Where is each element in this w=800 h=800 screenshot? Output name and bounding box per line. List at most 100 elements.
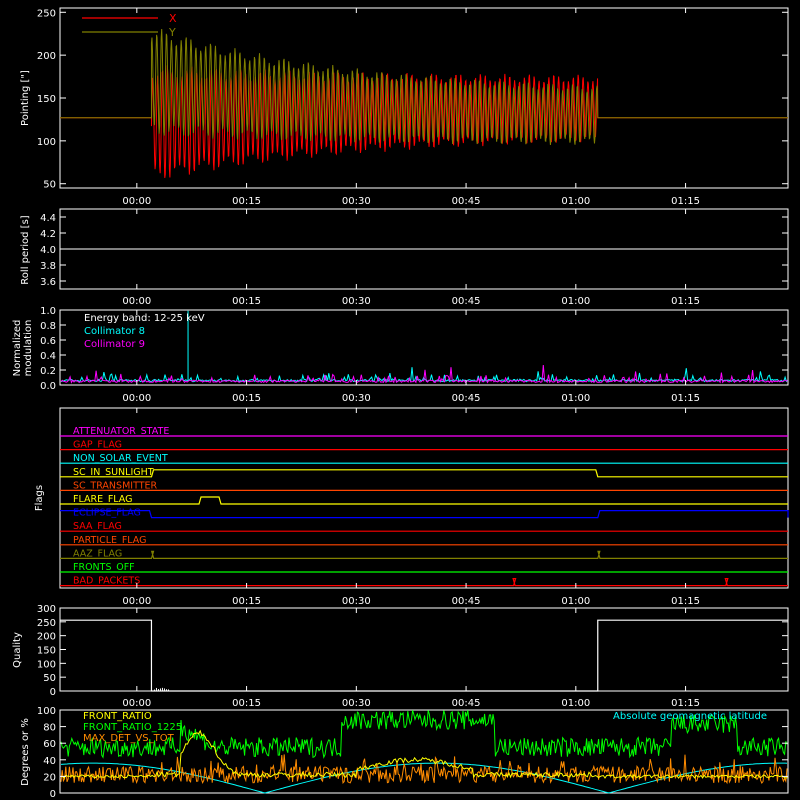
y-tick-label: 0 — [50, 687, 56, 698]
x-tick-label: 00:15 — [232, 393, 261, 404]
y-tick-label: 4.4 — [40, 213, 56, 224]
x-tick-label: 00:00 — [122, 296, 151, 307]
y-tick-label: 0.0 — [40, 381, 56, 392]
y-tick-label: 4.0 — [40, 245, 56, 256]
flag-label-gap-flag: GAP_FLAG — [73, 440, 122, 451]
x-tick-label: 01:00 — [561, 196, 590, 207]
x-tick-label: 00:00 — [122, 596, 151, 607]
flag-label-non-solar-event: NON_SOLAR_EVENT — [73, 453, 168, 464]
x-tick-label: 01:15 — [671, 296, 700, 307]
degrees-series-front-ratio — [60, 729, 788, 779]
x-tick-label: 00:15 — [232, 296, 261, 307]
y-tick-label: 200 — [37, 51, 56, 62]
degrees-yticks: 100 80 60 40 20 0 — [37, 706, 788, 800]
quality-marks — [60, 619, 788, 692]
quality-yticks: 300 250 200 150 100 50 0 — [37, 604, 788, 698]
x-tick-label: 00:30 — [342, 698, 371, 709]
degrees-series-max-det — [60, 754, 788, 785]
x-tick-label: 00:45 — [452, 393, 481, 404]
flag-line-eclipse-flag — [60, 510, 789, 519]
pointing-ylabel: Pointing ["] — [20, 70, 31, 126]
degrees-marks — [60, 710, 788, 794]
y-tick-label: 300 — [37, 604, 56, 615]
y-tick-label: 150 — [37, 646, 56, 657]
x-tick-label: 00:45 — [452, 596, 481, 607]
y-tick-label: 100 — [37, 659, 56, 670]
y-tick-label: 100 — [37, 137, 56, 148]
x-tick-label: 01:15 — [671, 698, 700, 709]
quality-ylabel: Quality — [12, 632, 23, 668]
x-tick-label: 00:45 — [452, 698, 481, 709]
x-tick-label: 00:45 — [452, 196, 481, 207]
roll-ylabel: Roll period [s] — [20, 215, 31, 284]
y-tick-label: 250 — [37, 8, 56, 19]
x-tick-label: 01:15 — [671, 196, 700, 207]
flags-frame — [59, 407, 789, 589]
x-tick-label: 00:15 — [232, 596, 261, 607]
panel-flags: ATTENUATOR_STATE GAP_FLAG NON_SOLAR_EVENT S… — [34, 407, 789, 607]
y-tick-label: 0.8 — [40, 321, 56, 332]
x-tick-label: 01:00 — [561, 596, 590, 607]
y-tick-label: 50 — [43, 673, 56, 684]
quality-line — [60, 619, 788, 692]
legend-x-label: X — [169, 12, 177, 25]
pointing-xticks: 00:00 00:15 00:30 00:45 01:00 01:15 — [122, 8, 700, 207]
panel-pointing: 250 200 150 100 50 00:00 00:15 00:30 00:45 01:00… — [20, 7, 789, 207]
flags-marks: ATTENUATOR_STATE GAP_FLAG NON_SOLAR_EVENT S… — [60, 426, 789, 587]
x-tick-label: 00:00 — [122, 393, 151, 404]
x-tick-label: 01:00 — [561, 393, 590, 404]
modulation-ylabel-line1: Normalized — [12, 320, 23, 377]
degrees-frame — [59, 709, 789, 794]
y-tick-label: 150 — [37, 94, 56, 105]
roll-yticks: 4.4 4.2 4.0 3.8 3.6 — [40, 213, 788, 288]
x-tick-label: 00:30 — [342, 393, 371, 404]
modulation-series-9 — [60, 364, 788, 385]
flag-label-flare-flag: FLARE_FLAG — [73, 494, 133, 505]
y-tick-label: 0.6 — [40, 336, 56, 347]
quality-xticks: 00:00 00:15 00:30 00:45 01:00 01:15 — [122, 608, 700, 709]
degrees-series-front-ratio-1225 — [60, 710, 788, 759]
panel-degrees: 100 80 60 40 20 0 Degrees or % FRONT_RATIO FR… — [20, 706, 789, 800]
x-tick-label: 01:00 — [561, 698, 590, 709]
y-tick-label: 50 — [43, 180, 56, 191]
modulation-energy-band: Energy band: 12-25 keV — [84, 313, 205, 324]
x-tick-label: 00:30 — [342, 196, 371, 207]
y-tick-label: 0.4 — [40, 351, 56, 362]
flag-label-sc-transmitter: SC_TRANSMITTER — [73, 480, 158, 491]
y-tick-label: 20 — [43, 772, 56, 783]
x-tick-label: 00:45 — [452, 296, 481, 307]
pointing-series-y — [60, 29, 788, 145]
y-tick-label: 1.0 — [40, 306, 56, 317]
degrees-ylabel: Degrees or % — [20, 718, 31, 786]
pointing-marks — [60, 29, 788, 178]
y-tick-label: 60 — [43, 739, 56, 750]
y-tick-label: 100 — [37, 706, 56, 717]
modulation-yticks: 1.0 0.8 0.6 0.4 0.2 0.0 — [40, 306, 788, 392]
legend-collimator-8: Collimator 8 — [84, 326, 145, 337]
x-tick-label: 00:30 — [342, 296, 371, 307]
flag-label-saa-flag: SAA_FLAG — [73, 521, 122, 532]
y-tick-label: 250 — [37, 618, 56, 629]
flag-label-bad-packets: BAD_PACKETS — [73, 576, 140, 587]
x-tick-label: 00:15 — [232, 196, 261, 207]
y-tick-label: 0 — [50, 789, 56, 800]
x-tick-label: 01:00 — [561, 296, 590, 307]
panel-roll-period: 4.4 4.2 4.0 3.8 3.6 00:00 00:15 00:30 00:45 01:0… — [20, 208, 789, 307]
y-tick-label: 0.2 — [40, 366, 56, 377]
flag-label-particle-flag: PARTICLE_FLAG — [73, 535, 146, 546]
flag-label-attenuator-state: ATTENUATOR_STATE — [73, 426, 169, 437]
y-tick-label: 40 — [43, 756, 56, 767]
x-tick-label: 01:15 — [671, 596, 700, 607]
legend-max-det-vs-tot: MAX_DET_VS_TOT — [83, 733, 175, 744]
flag-line-bad-packets — [60, 578, 788, 587]
panel-modulation: 1.0 0.8 0.6 0.4 0.2 0.0 00:00 00:15 00:30 00:45 0… — [12, 306, 789, 404]
flag-label-fronts-off: FRONTS_OFF — [73, 562, 135, 573]
x-tick-label: 00:00 — [122, 196, 151, 207]
y-tick-label: 3.6 — [40, 277, 56, 288]
flag-line-sc-in-sunlight — [60, 469, 788, 478]
y-tick-label: 80 — [43, 723, 56, 734]
pointing-yticks: 250 200 150 100 50 — [37, 8, 788, 191]
legend-front-ratio-1225: FRONT_RATIO_1225 — [83, 722, 182, 733]
flags-ylabel: Flags — [34, 485, 45, 511]
